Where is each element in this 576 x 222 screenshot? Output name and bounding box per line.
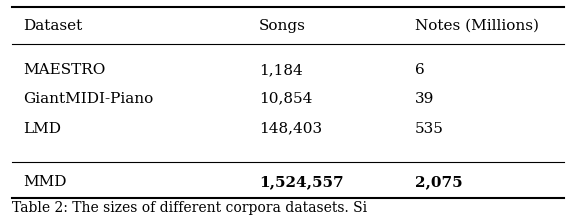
Text: 2,075: 2,075	[415, 175, 463, 189]
Text: 1,184: 1,184	[259, 63, 303, 77]
Text: GiantMIDI-Piano: GiantMIDI-Piano	[23, 92, 153, 106]
Text: 1,524,557: 1,524,557	[259, 175, 344, 189]
Text: Notes (Millions): Notes (Millions)	[415, 18, 539, 33]
Text: Table 2: The sizes of different corpora datasets. Si: Table 2: The sizes of different corpora …	[12, 201, 367, 215]
Text: Songs: Songs	[259, 18, 306, 33]
Text: Dataset: Dataset	[23, 18, 82, 33]
Text: 148,403: 148,403	[259, 122, 323, 136]
Text: 10,854: 10,854	[259, 92, 313, 106]
Text: LMD: LMD	[23, 122, 61, 136]
Text: MMD: MMD	[23, 175, 67, 189]
Text: MAESTRO: MAESTRO	[23, 63, 105, 77]
Text: 39: 39	[415, 92, 434, 106]
Text: 6: 6	[415, 63, 425, 77]
Text: 535: 535	[415, 122, 444, 136]
